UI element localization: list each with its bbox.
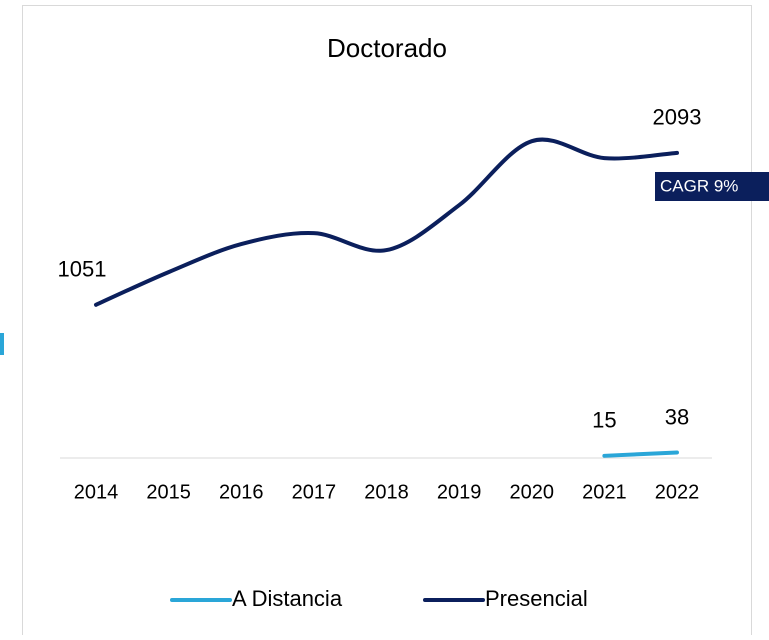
x-tick-label: 2020 <box>510 481 555 503</box>
x-tick-label: 2017 <box>292 481 337 503</box>
edge-fragment <box>0 333 4 355</box>
x-tick-label: 2015 <box>146 481 191 503</box>
data-label: 2093 <box>653 105 702 130</box>
legend-label: A Distancia <box>232 586 343 611</box>
x-tick-label: 2021 <box>582 481 627 503</box>
x-tick-label: 2019 <box>437 481 482 503</box>
data-label: 38 <box>665 404 689 429</box>
legend-label: Presencial <box>485 586 588 611</box>
x-tick-label: 2022 <box>655 481 700 503</box>
data-label: 15 <box>592 408 616 433</box>
series-line <box>602 450 679 458</box>
x-tick-label: 2018 <box>364 481 409 503</box>
chart-border <box>22 5 752 640</box>
series-line <box>94 137 679 307</box>
x-tick-label: 2016 <box>219 481 264 503</box>
annotation: CAGR 9% <box>660 176 738 195</box>
data-label: 1051 <box>58 257 107 282</box>
chart-title: Doctorado <box>327 33 447 63</box>
x-tick-label: 2014 <box>74 481 119 503</box>
annotation-box <box>655 172 769 201</box>
